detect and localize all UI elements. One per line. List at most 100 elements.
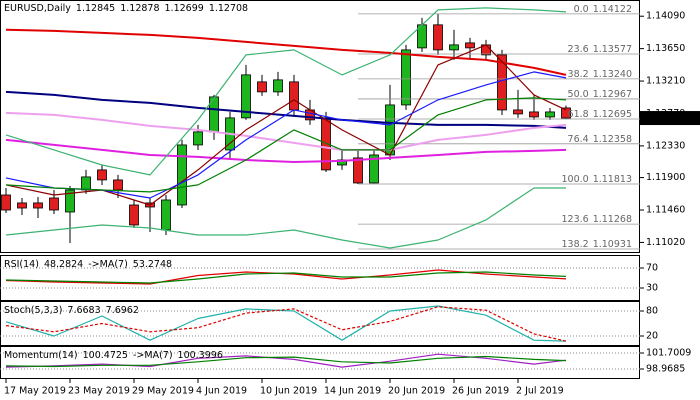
candle-body <box>433 24 443 51</box>
panel-header: Stoch(5,3,3) 7.6683 7.6962 <box>4 305 139 316</box>
candle-body <box>529 111 539 118</box>
indicator-line <box>5 111 567 151</box>
indicator-line <box>5 97 567 193</box>
y-tick-label: 101.7009 <box>646 348 691 359</box>
candle-body <box>497 54 507 111</box>
rsi-panel <box>0 255 640 301</box>
x-tick-label: 2 Jul 2019 <box>516 386 564 397</box>
indicator-line <box>5 187 566 249</box>
indicator-line <box>5 306 567 342</box>
candle-body <box>289 81 299 111</box>
fib-price: 1.11813 <box>593 173 632 184</box>
candle-body <box>129 204 139 226</box>
fib-level: 23.6 <box>568 44 589 55</box>
fib-level: 100.0 <box>562 173 589 184</box>
header-item: RSI(14) <box>4 259 39 270</box>
candle-body <box>49 197 59 211</box>
fib-price: 1.12358 <box>593 133 632 144</box>
indicator-line <box>5 90 567 129</box>
y-tick-label: 30 <box>646 283 658 294</box>
fib-label: 50.0 1.12967 <box>568 88 632 99</box>
candle-body <box>257 81 267 93</box>
y-tick-label: 80 <box>646 306 658 317</box>
fib-price: 1.13577 <box>593 44 632 55</box>
fib-level: 38.2 <box>568 68 589 79</box>
y-tick-label: 20 <box>646 331 658 342</box>
candle-body <box>177 144 187 206</box>
fib-label: 23.6 1.13577 <box>568 44 632 55</box>
fib-price: 1.11268 <box>593 214 632 225</box>
fib-level: 76.4 <box>568 133 589 144</box>
fib-price: 1.12967 <box>593 88 632 99</box>
x-tick-label: 14 Jun 2019 <box>324 386 381 397</box>
candle-body <box>561 107 571 119</box>
y-tick-label: 1.13210 <box>646 76 685 87</box>
candle-body <box>65 189 75 213</box>
y-tick-label: 1.11460 <box>646 205 685 216</box>
y-tick-label: 98.9685 <box>646 363 685 374</box>
x-tick-label: 26 Jun 2019 <box>452 386 509 397</box>
fib-level: 0.0 <box>574 3 589 14</box>
header-item: 48.2824 <box>44 259 83 270</box>
indicator-line <box>5 271 567 284</box>
x-tick-label: 29 May 2019 <box>132 386 194 397</box>
header-item: EURUSD,Daily <box>4 3 71 14</box>
header-item: 7.6962 <box>106 305 139 316</box>
candle-body <box>401 49 411 106</box>
header-item: ->MA(7) <box>88 259 128 270</box>
candle-body <box>33 202 43 209</box>
candle-body <box>17 202 27 209</box>
fib-level: 50.0 <box>568 88 589 99</box>
panel-header: RSI(14) 48.2824 ->MA(7) 53.2748 <box>4 259 172 270</box>
header-item: 1.12845 <box>76 3 115 14</box>
y-tick-label: 70 <box>646 263 658 274</box>
x-tick-label: 20 Jun 2019 <box>388 386 445 397</box>
candle-body <box>449 44 459 51</box>
last-price-box <box>640 111 700 126</box>
panel-header: EURUSD,Daily 1.12845 1.12878 1.12699 1.12708 <box>4 3 248 14</box>
fib-price: 1.10931 <box>593 238 632 249</box>
fib-price: 1.12695 <box>593 109 632 120</box>
x-tick-label: 4 Jun 2019 <box>196 386 247 397</box>
header-item: Momentum(14) <box>4 350 78 361</box>
indicator-line <box>5 28 567 76</box>
header-item: 1.12708 <box>209 3 248 14</box>
fib-label: 0.0 1.14122 <box>574 3 632 14</box>
candle-body <box>81 176 91 191</box>
fib-level: 138.2 <box>562 238 589 249</box>
panel-header: Momentum(14) 100.4725 ->MA(7) 100.3996 <box>4 350 223 361</box>
header-item: 7.6683 <box>67 305 100 316</box>
x-tick-label: 23 May 2019 <box>68 386 130 397</box>
candle-body <box>273 79 283 93</box>
candle-body <box>193 131 203 146</box>
candle-body <box>1 194 11 211</box>
candle-body <box>353 157 363 184</box>
y-tick-label: 1.13650 <box>646 43 685 54</box>
indicator-line <box>5 7 567 176</box>
stoch-panel <box>0 301 640 346</box>
candle-body <box>465 42 475 49</box>
fib-level: 123.6 <box>562 214 589 225</box>
header-item: 1.12699 <box>165 3 204 14</box>
y-tick-label: 1.11900 <box>646 172 685 183</box>
x-tick-label: 10 Jun 2019 <box>260 386 317 397</box>
header-item: 100.4725 <box>83 350 128 361</box>
indicator-line <box>5 269 567 285</box>
y-tick-label: 1.14090 <box>646 11 685 22</box>
candle-body <box>545 111 555 118</box>
candle-body <box>369 154 379 184</box>
last-price-label: 1.12708 <box>646 113 685 124</box>
candle-body <box>241 74 251 119</box>
fib-label: 100.0 1.11813 <box>562 173 633 184</box>
fib-label: 38.2 1.13240 <box>568 68 632 79</box>
candle-body <box>97 169 107 181</box>
fib-label: 61.8 1.12695 <box>568 109 632 120</box>
fib-level: 61.8 <box>568 109 589 120</box>
candle-body <box>161 199 171 231</box>
fib-price: 1.13240 <box>593 68 632 79</box>
fib-label: 138.2 1.10931 <box>562 238 633 249</box>
y-tick-label: 1.12330 <box>646 140 685 151</box>
